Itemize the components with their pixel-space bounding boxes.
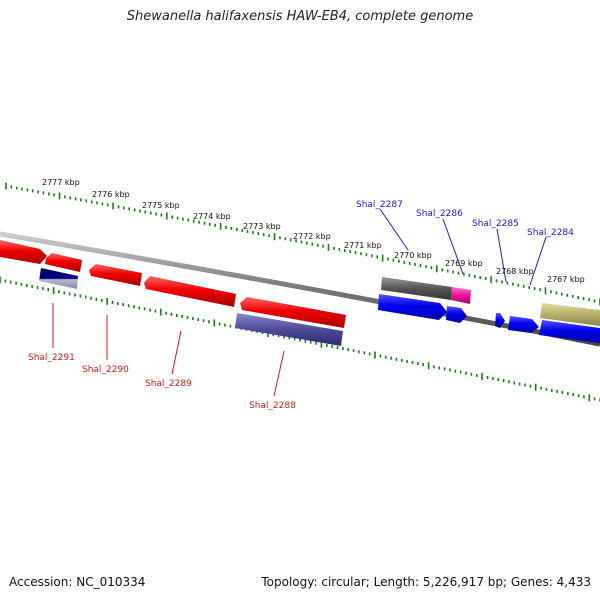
tick-label: 2772 kbp	[293, 232, 331, 241]
gene-block[interactable]	[235, 313, 343, 346]
reverse-genes	[0, 240, 346, 346]
gene-label[interactable]: Shal_2291	[28, 353, 75, 363]
gene-block[interactable]	[451, 287, 471, 304]
gene-label[interactable]: Shal_2284	[527, 228, 574, 238]
tick-label: 2769 kbp	[445, 259, 483, 268]
gene-arrow[interactable]	[144, 276, 236, 307]
reverse-gene-labels: Shal_2291 Shal_2290 Shal_2289 Shal_2288	[28, 303, 296, 411]
gene-arrow[interactable]	[45, 253, 82, 272]
gene-block[interactable]	[540, 303, 600, 326]
genome-summary-text: Topology: circular; Length: 5,226,917 bp…	[261, 575, 591, 589]
map-title: Shewanella halifaxensis HAW-EB4, complet…	[126, 9, 474, 24]
tick-label: 2775 kbp	[142, 201, 180, 210]
gene-block[interactable]	[39, 268, 78, 289]
gene-label[interactable]: Shal_2286	[416, 209, 463, 219]
gene-arrow[interactable]	[0, 240, 47, 264]
gene-arrow[interactable]	[89, 264, 142, 286]
gene-arrow[interactable]	[495, 313, 505, 328]
tick-label: 2777 kbp	[42, 178, 80, 187]
forward-genes	[378, 277, 600, 343]
tick-label: 2773 kbp	[243, 222, 281, 231]
gene-arrow[interactable]	[378, 294, 447, 320]
tick-label: 2767 kbp	[547, 275, 585, 284]
tick-label: 2770 kbp	[394, 251, 432, 260]
gene-arrow[interactable]	[539, 320, 600, 343]
gene-label[interactable]: Shal_2288	[249, 401, 296, 411]
tick-labels: 2777 kbp 2776 kbp 2775 kbp 2774 kbp 2773 kbp…	[42, 178, 585, 284]
tick-label: 2768 kbp	[496, 267, 534, 276]
gene-label[interactable]: Shal_2287	[356, 200, 403, 210]
tick-label: 2774 kbp	[193, 212, 231, 221]
gene-label[interactable]: Shal_2289	[145, 379, 192, 389]
gene-arrow[interactable]	[240, 297, 346, 328]
gene-block[interactable]	[381, 277, 452, 300]
tick-label: 2771 kbp	[344, 241, 382, 250]
gene-arrow[interactable]	[508, 316, 539, 333]
inner-tick-track	[0, 276, 600, 402]
gene-label[interactable]: Shal_2290	[82, 365, 129, 375]
gene-label[interactable]: Shal_2285	[472, 219, 519, 229]
accession-text: Accession: NC_010334	[9, 575, 146, 589]
forward-gene-labels: Shal_2287 Shal_2286 Shal_2285 Shal_2284	[356, 200, 574, 286]
tick-label: 2776 kbp	[92, 190, 130, 199]
gene-arrow[interactable]	[446, 306, 467, 323]
outer-tick-track	[5, 182, 600, 306]
